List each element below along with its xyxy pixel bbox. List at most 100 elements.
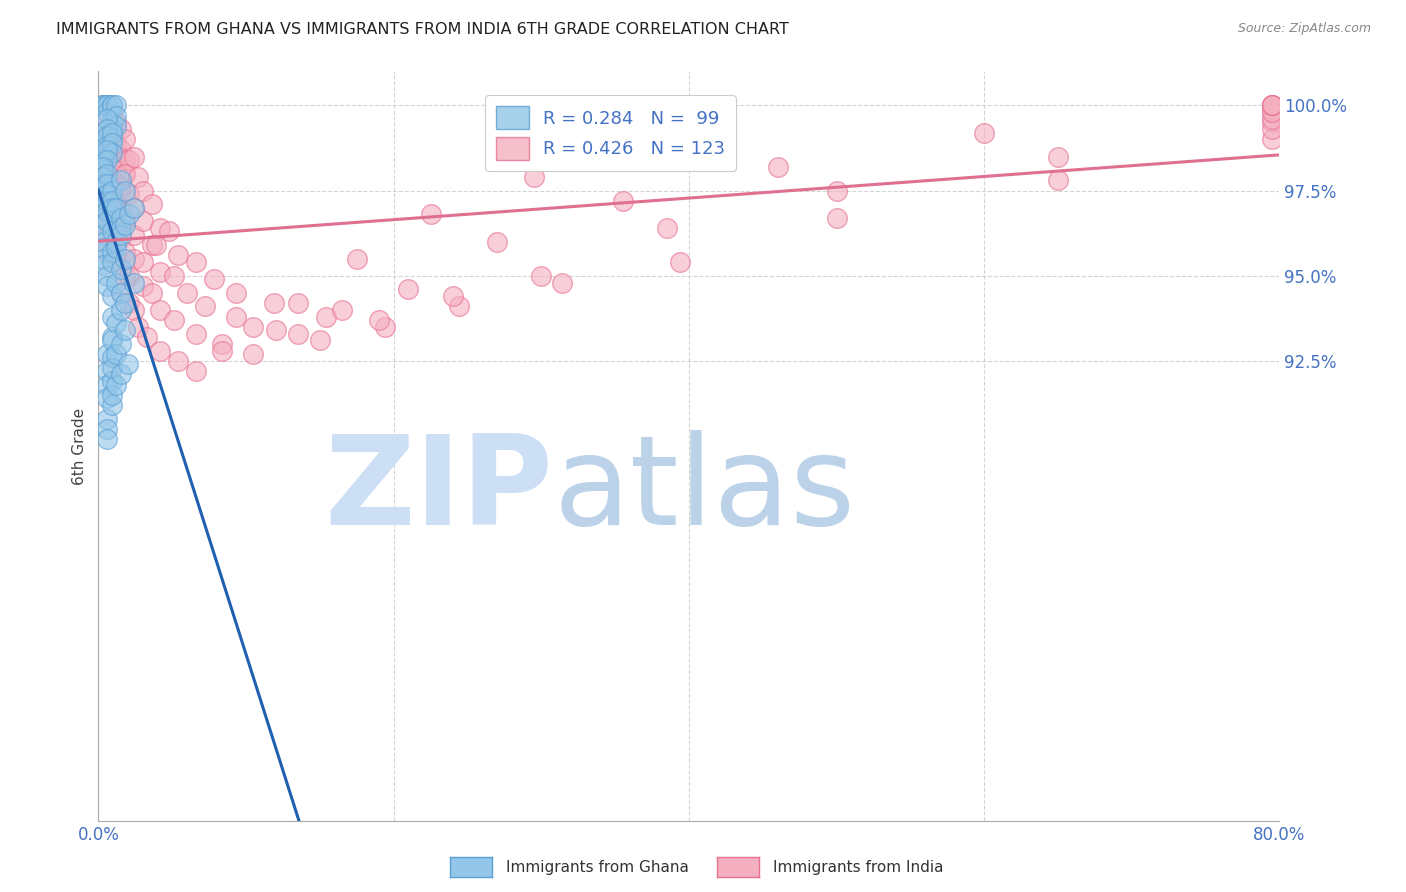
Point bbox=[96, 149, 118, 163]
Point bbox=[114, 244, 136, 259]
Point bbox=[176, 285, 198, 300]
Point bbox=[287, 326, 309, 341]
Point bbox=[105, 347, 128, 361]
Point bbox=[91, 115, 114, 129]
Point bbox=[100, 398, 122, 412]
Point bbox=[110, 221, 132, 235]
Point bbox=[96, 227, 118, 242]
Point bbox=[91, 186, 114, 201]
Point bbox=[309, 334, 332, 348]
Point bbox=[91, 98, 114, 112]
Point bbox=[136, 330, 159, 344]
Point bbox=[100, 201, 122, 215]
Point bbox=[202, 272, 225, 286]
Point bbox=[163, 268, 186, 283]
Point bbox=[100, 360, 122, 375]
Y-axis label: 6th Grade: 6th Grade bbox=[72, 408, 87, 484]
Point bbox=[91, 211, 114, 225]
Point bbox=[96, 122, 118, 136]
Point bbox=[91, 227, 114, 242]
Point bbox=[100, 156, 122, 170]
Point bbox=[264, 323, 287, 337]
Point bbox=[1261, 132, 1284, 146]
Point bbox=[91, 194, 114, 208]
Point bbox=[551, 276, 574, 290]
Point bbox=[91, 153, 114, 167]
Point bbox=[149, 343, 172, 358]
Point bbox=[1261, 98, 1284, 112]
Point bbox=[330, 302, 353, 317]
Point bbox=[96, 377, 118, 392]
Point bbox=[530, 268, 553, 283]
Point bbox=[825, 184, 848, 198]
Point bbox=[114, 214, 136, 228]
Point bbox=[118, 153, 141, 167]
Point bbox=[1047, 149, 1070, 163]
Point bbox=[100, 126, 122, 140]
Point bbox=[122, 201, 145, 215]
Point bbox=[100, 115, 122, 129]
Point bbox=[100, 146, 122, 161]
Point bbox=[149, 302, 172, 317]
Point bbox=[114, 153, 136, 167]
Point bbox=[167, 248, 190, 262]
Point bbox=[105, 119, 128, 133]
Point bbox=[105, 317, 128, 331]
Point bbox=[105, 109, 128, 123]
Point bbox=[184, 326, 207, 341]
Point bbox=[91, 132, 114, 146]
Point bbox=[110, 231, 132, 245]
Point bbox=[100, 126, 122, 140]
Point bbox=[118, 296, 141, 310]
Point bbox=[96, 98, 118, 112]
Point bbox=[105, 201, 128, 215]
Point bbox=[1261, 112, 1284, 126]
Point bbox=[110, 143, 132, 157]
Point bbox=[91, 201, 114, 215]
Point bbox=[96, 177, 118, 191]
Point bbox=[91, 132, 114, 146]
Point bbox=[242, 347, 264, 361]
Point bbox=[96, 411, 118, 425]
Point bbox=[105, 235, 128, 249]
Point bbox=[141, 285, 163, 300]
Point bbox=[973, 126, 995, 140]
Point bbox=[1261, 105, 1284, 120]
Point bbox=[1261, 98, 1284, 112]
Point bbox=[110, 184, 132, 198]
Point bbox=[96, 364, 118, 378]
Point bbox=[91, 98, 114, 112]
Point bbox=[91, 98, 114, 112]
Point bbox=[374, 319, 396, 334]
Point bbox=[91, 252, 114, 266]
Point bbox=[655, 221, 678, 235]
Point bbox=[145, 238, 167, 252]
Point bbox=[486, 235, 509, 249]
Point bbox=[96, 392, 118, 406]
Point bbox=[96, 422, 118, 436]
Point bbox=[100, 334, 122, 348]
Point bbox=[96, 143, 118, 157]
Point bbox=[669, 255, 692, 269]
Point bbox=[118, 186, 141, 201]
Point bbox=[132, 255, 155, 269]
Point bbox=[100, 244, 122, 259]
Point bbox=[110, 227, 132, 242]
Point bbox=[100, 211, 122, 225]
Point bbox=[100, 197, 122, 211]
Point bbox=[91, 126, 114, 140]
Point bbox=[96, 186, 118, 201]
Point bbox=[523, 169, 546, 184]
Point bbox=[96, 112, 118, 126]
Point bbox=[91, 184, 114, 198]
Text: ZIP: ZIP bbox=[325, 431, 553, 551]
Point bbox=[91, 160, 114, 174]
Point bbox=[100, 184, 122, 198]
Point bbox=[114, 167, 136, 181]
Point bbox=[419, 207, 441, 221]
Point bbox=[96, 432, 118, 446]
Point bbox=[105, 136, 128, 150]
Point bbox=[110, 368, 132, 382]
Point bbox=[1261, 98, 1284, 112]
Point bbox=[105, 377, 128, 392]
